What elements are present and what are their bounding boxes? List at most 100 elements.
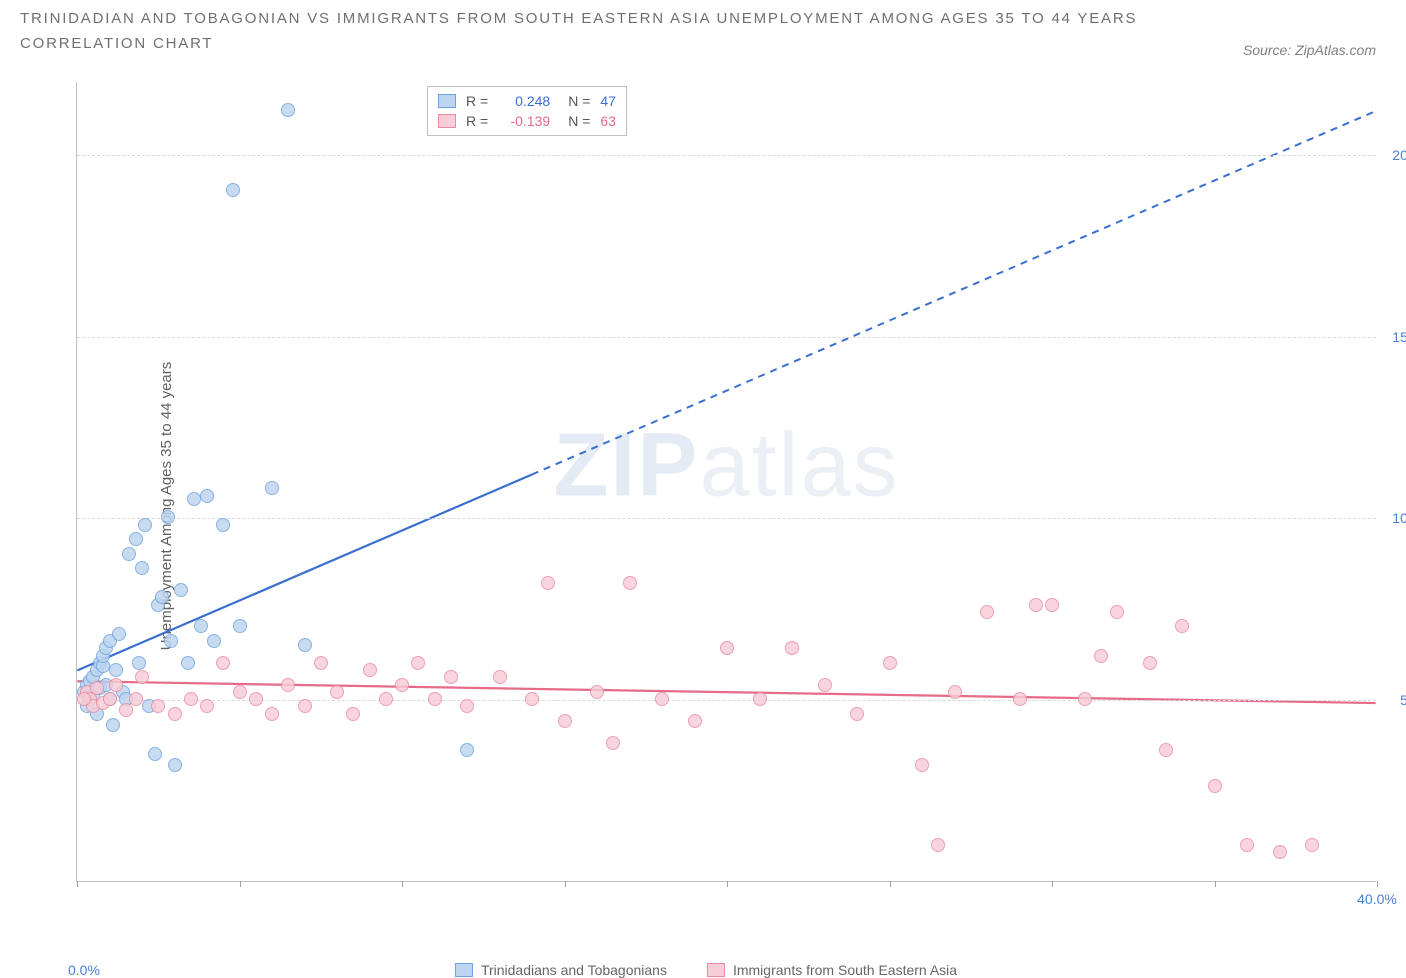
data-point [233, 619, 247, 633]
data-point [281, 103, 295, 117]
x-tick [890, 881, 891, 887]
data-point [129, 692, 143, 706]
data-point [606, 736, 620, 750]
n-value: 47 [600, 93, 616, 109]
data-point [346, 707, 360, 721]
data-point [77, 692, 91, 706]
data-point [1240, 838, 1254, 852]
data-point [298, 638, 312, 652]
data-point [1143, 656, 1157, 670]
data-point [109, 678, 123, 692]
data-point [1078, 692, 1092, 706]
r-value: -0.139 [498, 113, 550, 129]
legend-item: Immigrants from South Eastern Asia [707, 962, 957, 978]
data-point [1175, 619, 1189, 633]
stats-legend-box: R =0.248N =47R =-0.139N =63 [427, 86, 627, 136]
data-point [265, 481, 279, 495]
data-point [818, 678, 832, 692]
data-point [850, 707, 864, 721]
data-point [493, 670, 507, 684]
watermark: ZIPatlas [553, 414, 899, 517]
data-point [216, 518, 230, 532]
n-label: N = [568, 93, 590, 109]
data-point [1208, 779, 1222, 793]
data-point [298, 699, 312, 713]
data-point [103, 692, 117, 706]
data-point [1110, 605, 1124, 619]
y-tick-label: 5.0% [1380, 692, 1406, 708]
data-point [151, 699, 165, 713]
stats-row: R =0.248N =47 [438, 91, 616, 111]
gridline [77, 700, 1376, 701]
data-point [226, 183, 240, 197]
data-point [395, 678, 409, 692]
data-point [379, 692, 393, 706]
data-point [164, 634, 178, 648]
r-value: 0.248 [498, 93, 550, 109]
data-point [184, 692, 198, 706]
data-point [216, 656, 230, 670]
chart-title-line2: CORRELATION CHART [20, 35, 1386, 52]
data-point [112, 627, 126, 641]
data-point [558, 714, 572, 728]
legend-swatch [438, 94, 456, 108]
data-point [109, 663, 123, 677]
data-point [460, 743, 474, 757]
data-point [187, 492, 201, 506]
correlation-chart: Unemployment Among Ages 35 to 44 years Z… [20, 82, 1386, 930]
data-point [915, 758, 929, 772]
data-point [181, 656, 195, 670]
data-point [883, 656, 897, 670]
data-point [148, 747, 162, 761]
data-point [1273, 845, 1287, 859]
data-point [132, 656, 146, 670]
data-point [233, 685, 247, 699]
legend-label: Immigrants from South Eastern Asia [733, 962, 957, 978]
n-label: N = [568, 113, 590, 129]
data-point [1159, 743, 1173, 757]
data-point [155, 590, 169, 604]
y-tick-label: 10.0% [1380, 510, 1406, 526]
gridline [77, 337, 1376, 338]
data-point [138, 518, 152, 532]
data-point [174, 583, 188, 597]
data-point [200, 489, 214, 503]
data-point [1045, 598, 1059, 612]
data-point [623, 576, 637, 590]
legend-item: Trinidadians and Tobagonians [455, 962, 667, 978]
legend-label: Trinidadians and Tobagonians [481, 962, 667, 978]
data-point [785, 641, 799, 655]
data-point [720, 641, 734, 655]
chart-title-line1: TRINIDADIAN AND TOBAGONIAN VS IMMIGRANTS… [20, 10, 1386, 27]
data-point [1029, 598, 1043, 612]
x-axis-origin-label: 0.0% [68, 962, 100, 978]
data-point [135, 670, 149, 684]
data-point [119, 703, 133, 717]
data-point [161, 510, 175, 524]
data-point [980, 605, 994, 619]
data-point [428, 692, 442, 706]
y-tick-label: 20.0% [1380, 147, 1406, 163]
x-tick [240, 881, 241, 887]
data-point [948, 685, 962, 699]
data-point [129, 532, 143, 546]
x-tick [1215, 881, 1216, 887]
plot-area: ZIPatlas R =0.248N =47R =-0.139N =63 5.0… [76, 82, 1376, 882]
data-point [330, 685, 344, 699]
data-point [90, 681, 104, 695]
data-point [249, 692, 263, 706]
data-point [1305, 838, 1319, 852]
data-point [411, 656, 425, 670]
x-tick [1052, 881, 1053, 887]
watermark-zip: ZIP [553, 415, 699, 515]
data-point [753, 692, 767, 706]
trend-line-dashed [532, 111, 1376, 475]
legend-swatch [438, 114, 456, 128]
data-point [460, 699, 474, 713]
r-label: R = [466, 113, 488, 129]
data-point [281, 678, 295, 692]
legend-swatch [707, 963, 725, 977]
data-point [444, 670, 458, 684]
data-point [1013, 692, 1027, 706]
data-point [265, 707, 279, 721]
